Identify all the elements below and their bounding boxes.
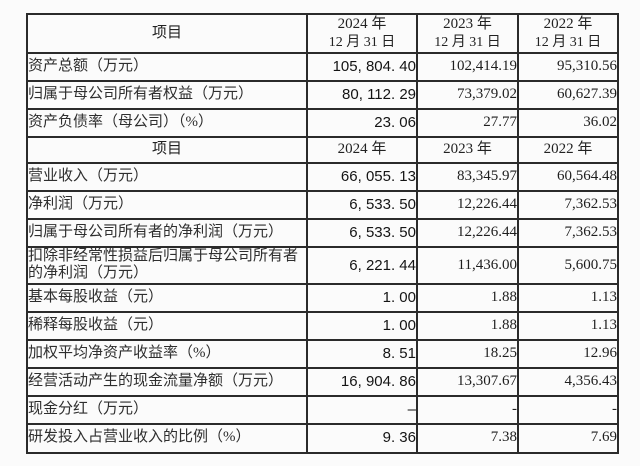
- value-2023: 1.88: [416, 310, 519, 341]
- value-2024: 16, 904. 86: [306, 366, 418, 397]
- value-2024: 66, 055. 13: [306, 162, 418, 192]
- value-2023: 1.88: [416, 282, 519, 313]
- value-2024: 1. 00: [306, 282, 418, 313]
- value-2022: 5,600.75: [517, 246, 619, 285]
- header-2023-12-31: 2023 年 12 月 31 日: [416, 13, 519, 54]
- value-2024: 6, 533. 50: [306, 190, 418, 220]
- header-2023: 2023 年: [416, 136, 519, 164]
- table-row-deducted-net-profit: 扣除非经常性损益后归属于母公司所有者的净利润（万元） 6, 221. 44 11…: [26, 246, 619, 285]
- header-2024-line2: 12 月 31 日: [328, 34, 396, 50]
- value-2024: 9. 36: [306, 422, 418, 454]
- row-label: 加权平均净资产收益率（%）: [26, 338, 308, 369]
- header-2024: 2024 年: [306, 136, 418, 164]
- table-header-income: 项目 2024 年 2023 年 2022 年: [26, 136, 619, 164]
- row-label: 稀释每股收益（元）: [26, 310, 308, 341]
- value-2022: 60,564.48: [517, 162, 619, 192]
- value-2022: 1.13: [517, 282, 619, 313]
- table-row-parent-net-profit: 归属于母公司所有者的净利润（万元） 6, 533. 50 12,226.44 7…: [26, 218, 619, 248]
- header-2022: 2022 年: [517, 136, 619, 164]
- header-2022-12-31: 2022 年 12 月 31 日: [517, 13, 619, 54]
- value-2023: 11,436.00: [416, 246, 519, 285]
- table-row-parent-equity: 归属于母公司所有者权益（万元） 80, 112. 29 73,379.02 60…: [26, 80, 619, 110]
- table-row-diluted-eps: 稀释每股收益（元） 1. 00 1.88 1.13: [26, 310, 619, 341]
- value-2023: 83,345.97: [416, 162, 519, 192]
- table-header-balance: 项目 2024 年 12 月 31 日 2023 年 12 月 31 日 202…: [26, 13, 619, 54]
- value-2023: 27.77: [416, 108, 519, 138]
- value-2022: 1.13: [517, 310, 619, 341]
- value-2023: 12,226.44: [416, 190, 519, 220]
- value-2023: 102,414.19: [416, 52, 519, 82]
- value-2023: 73,379.02: [416, 80, 519, 110]
- row-label: 净利润（万元）: [26, 190, 308, 220]
- table-row-weighted-roe: 加权平均净资产收益率（%） 8. 51 18.25 12.96: [26, 338, 619, 369]
- row-label: 资产负债率（母公司）（%）: [26, 108, 308, 138]
- header-2022-line1: 2022 年: [543, 16, 593, 33]
- value-2024: 23. 06: [306, 108, 418, 138]
- row-label: 基本每股收益（元）: [26, 282, 308, 313]
- value-2024: 105, 804. 40: [306, 52, 418, 82]
- row-label: 资产总额（万元）: [26, 52, 308, 82]
- table-row-basic-eps: 基本每股收益（元） 1. 00 1.88 1.13: [26, 282, 619, 313]
- value-2022: -: [517, 394, 619, 425]
- value-2022: 36.02: [517, 108, 619, 138]
- row-label: 现金分红（万元）: [26, 394, 308, 425]
- value-2023: 13,307.67: [416, 366, 519, 397]
- header-item-label: 项目: [26, 13, 308, 54]
- value-2024: 8. 51: [306, 338, 418, 369]
- value-2024: 6, 221. 44: [306, 246, 418, 285]
- table-row-cash-dividend: 现金分红（万元） – - -: [26, 394, 619, 425]
- table-row-debt-ratio: 资产负债率（母公司）（%） 23. 06 27.77 36.02: [26, 108, 619, 138]
- row-label: 经营活动产生的现金流量净额（万元）: [26, 366, 308, 397]
- value-2024: 1. 00: [306, 310, 418, 341]
- row-label: 扣除非经常性损益后归属于母公司所有者的净利润（万元）: [26, 246, 308, 285]
- table-row-operating-cash-flow: 经营活动产生的现金流量净额（万元） 16, 904. 86 13,307.67 …: [26, 366, 619, 397]
- row-label: 研发投入占营业收入的比例（%）: [26, 422, 308, 454]
- value-2024: 80, 112. 29: [306, 80, 418, 110]
- table-row-total-assets: 资产总额（万元） 105, 804. 40 102,414.19 95,310.…: [26, 52, 619, 82]
- value-2024: –: [306, 394, 418, 425]
- table-row-net-profit: 净利润（万元） 6, 533. 50 12,226.44 7,362.53: [26, 190, 619, 220]
- value-2023: 12,226.44: [416, 218, 519, 248]
- value-2024: 6, 533. 50: [306, 218, 418, 248]
- value-2022: 95,310.56: [517, 52, 619, 82]
- header-2022-line2: 12 月 31 日: [534, 34, 602, 50]
- value-2022: 60,627.39: [517, 80, 619, 110]
- value-2022: 4,356.43: [517, 366, 619, 397]
- row-label: 营业收入（万元）: [26, 162, 308, 192]
- value-2022: 7,362.53: [517, 218, 619, 248]
- row-label: 归属于母公司所有者权益（万元）: [26, 80, 308, 110]
- value-2023: 18.25: [416, 338, 519, 369]
- row-label: 归属于母公司所有者的净利润（万元）: [26, 218, 308, 248]
- table-row-revenue: 营业收入（万元） 66, 055. 13 83,345.97 60,564.48: [26, 162, 619, 192]
- value-2023: -: [416, 394, 519, 425]
- financial-summary-table: 项目 2024 年 12 月 31 日 2023 年 12 月 31 日 202…: [26, 13, 619, 454]
- header-2024-12-31: 2024 年 12 月 31 日: [306, 13, 418, 54]
- header-2024-line1: 2024 年: [337, 16, 387, 33]
- header-item-label-2: 项目: [26, 136, 308, 164]
- header-2023-line1: 2023 年: [443, 16, 492, 33]
- header-2023-line2: 12 月 31 日: [434, 34, 501, 50]
- value-2022: 7.69: [517, 422, 619, 454]
- value-2023: 7.38: [416, 422, 519, 454]
- value-2022: 12.96: [517, 338, 619, 369]
- value-2022: 7,362.53: [517, 190, 619, 220]
- table-row-rd-ratio: 研发投入占营业收入的比例（%） 9. 36 7.38 7.69: [26, 422, 619, 454]
